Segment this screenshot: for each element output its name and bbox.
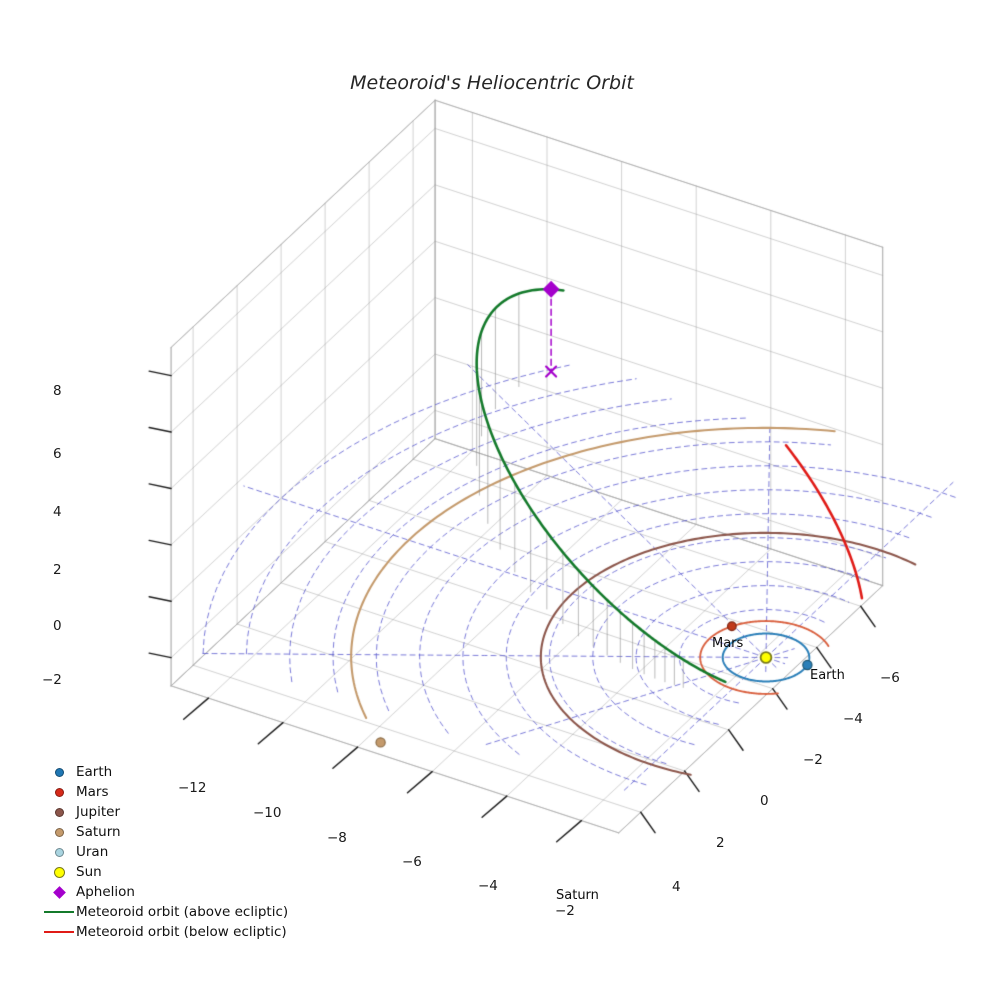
- circle-icon: [42, 827, 76, 837]
- axis-x-tick-label: −10: [253, 805, 282, 821]
- axis-y-tick-label: −6: [880, 670, 900, 686]
- legend-marker-glyph: [44, 931, 74, 933]
- legend-marker-glyph: [54, 807, 64, 817]
- axis-x-tick-label: −8: [327, 830, 347, 846]
- legend-item[interactable]: Meteoroid orbit (above ecliptic): [42, 902, 288, 922]
- axis-y-tick-label: −4: [843, 711, 863, 727]
- legend-line-swatch: [42, 931, 76, 933]
- axis-x-tick-label: −12: [178, 780, 207, 796]
- axis-y-tick-label: 2: [716, 835, 725, 851]
- legend-item[interactable]: Sun: [42, 862, 288, 882]
- legend-item[interactable]: Earth: [42, 762, 288, 782]
- axis-z-tick-label: 8: [53, 383, 62, 399]
- circle-icon: [42, 787, 76, 797]
- legend-item[interactable]: Mars: [42, 782, 288, 802]
- legend: Earth Mars Jupiter Saturn Uran Sun Aphelion Met…: [42, 762, 288, 942]
- legend-item-label: Mars: [76, 784, 109, 800]
- legend-item[interactable]: Meteoroid orbit (below ecliptic): [42, 922, 288, 942]
- page-title: Meteoroid's Heliocentric Orbit: [350, 72, 634, 94]
- legend-marker-glyph: [54, 847, 64, 857]
- legend-marker-glyph: [52, 885, 66, 899]
- axis-y-tick-label: 4: [672, 879, 681, 895]
- legend-marker-glyph: [53, 866, 65, 878]
- axis-x-tick-label: −2: [555, 903, 575, 919]
- circle-icon: [42, 767, 76, 777]
- legend-item-label: Jupiter: [76, 804, 121, 820]
- legend-item-label: Uran: [76, 844, 109, 860]
- axis-y-tick-label: 0: [760, 793, 769, 809]
- circle-icon: [42, 847, 76, 857]
- axis-z-tick-label: 2: [53, 562, 62, 578]
- legend-marker-glyph: [54, 827, 64, 837]
- axis-x-tick-label: −4: [478, 878, 498, 894]
- axis-x-tick-label: −6: [402, 854, 422, 870]
- axis-z-tick-label: 6: [53, 446, 62, 462]
- body-label-mars: Mars: [712, 636, 744, 651]
- legend-item-label: Meteoroid orbit (above ecliptic): [76, 904, 289, 920]
- legend-item-label: Earth: [76, 764, 113, 780]
- legend-item[interactable]: Aphelion: [42, 882, 288, 902]
- legend-item[interactable]: Saturn: [42, 822, 288, 842]
- legend-item-label: Meteoroid orbit (below ecliptic): [76, 924, 287, 940]
- sun-icon: [42, 866, 76, 878]
- axis-z-tick-label: −2: [42, 672, 62, 688]
- legend-marker-glyph: [54, 787, 64, 797]
- body-label-saturn: Saturn: [556, 888, 599, 903]
- legend-item-label: Aphelion: [76, 884, 135, 900]
- axis-z-tick-label: 4: [53, 504, 62, 520]
- legend-item-label: Saturn: [76, 824, 121, 840]
- diamond-icon: [42, 885, 76, 899]
- circle-icon: [42, 807, 76, 817]
- axis-y-tick-label: −2: [803, 752, 823, 768]
- legend-item-label: Sun: [76, 864, 102, 880]
- axis-z-tick-label: 0: [53, 618, 62, 634]
- legend-marker-glyph: [54, 767, 64, 777]
- legend-item[interactable]: Jupiter: [42, 802, 288, 822]
- body-label-earth: Earth: [810, 668, 845, 683]
- legend-line-swatch: [42, 911, 76, 913]
- legend-marker-glyph: [44, 911, 74, 913]
- legend-item[interactable]: Uran: [42, 842, 288, 862]
